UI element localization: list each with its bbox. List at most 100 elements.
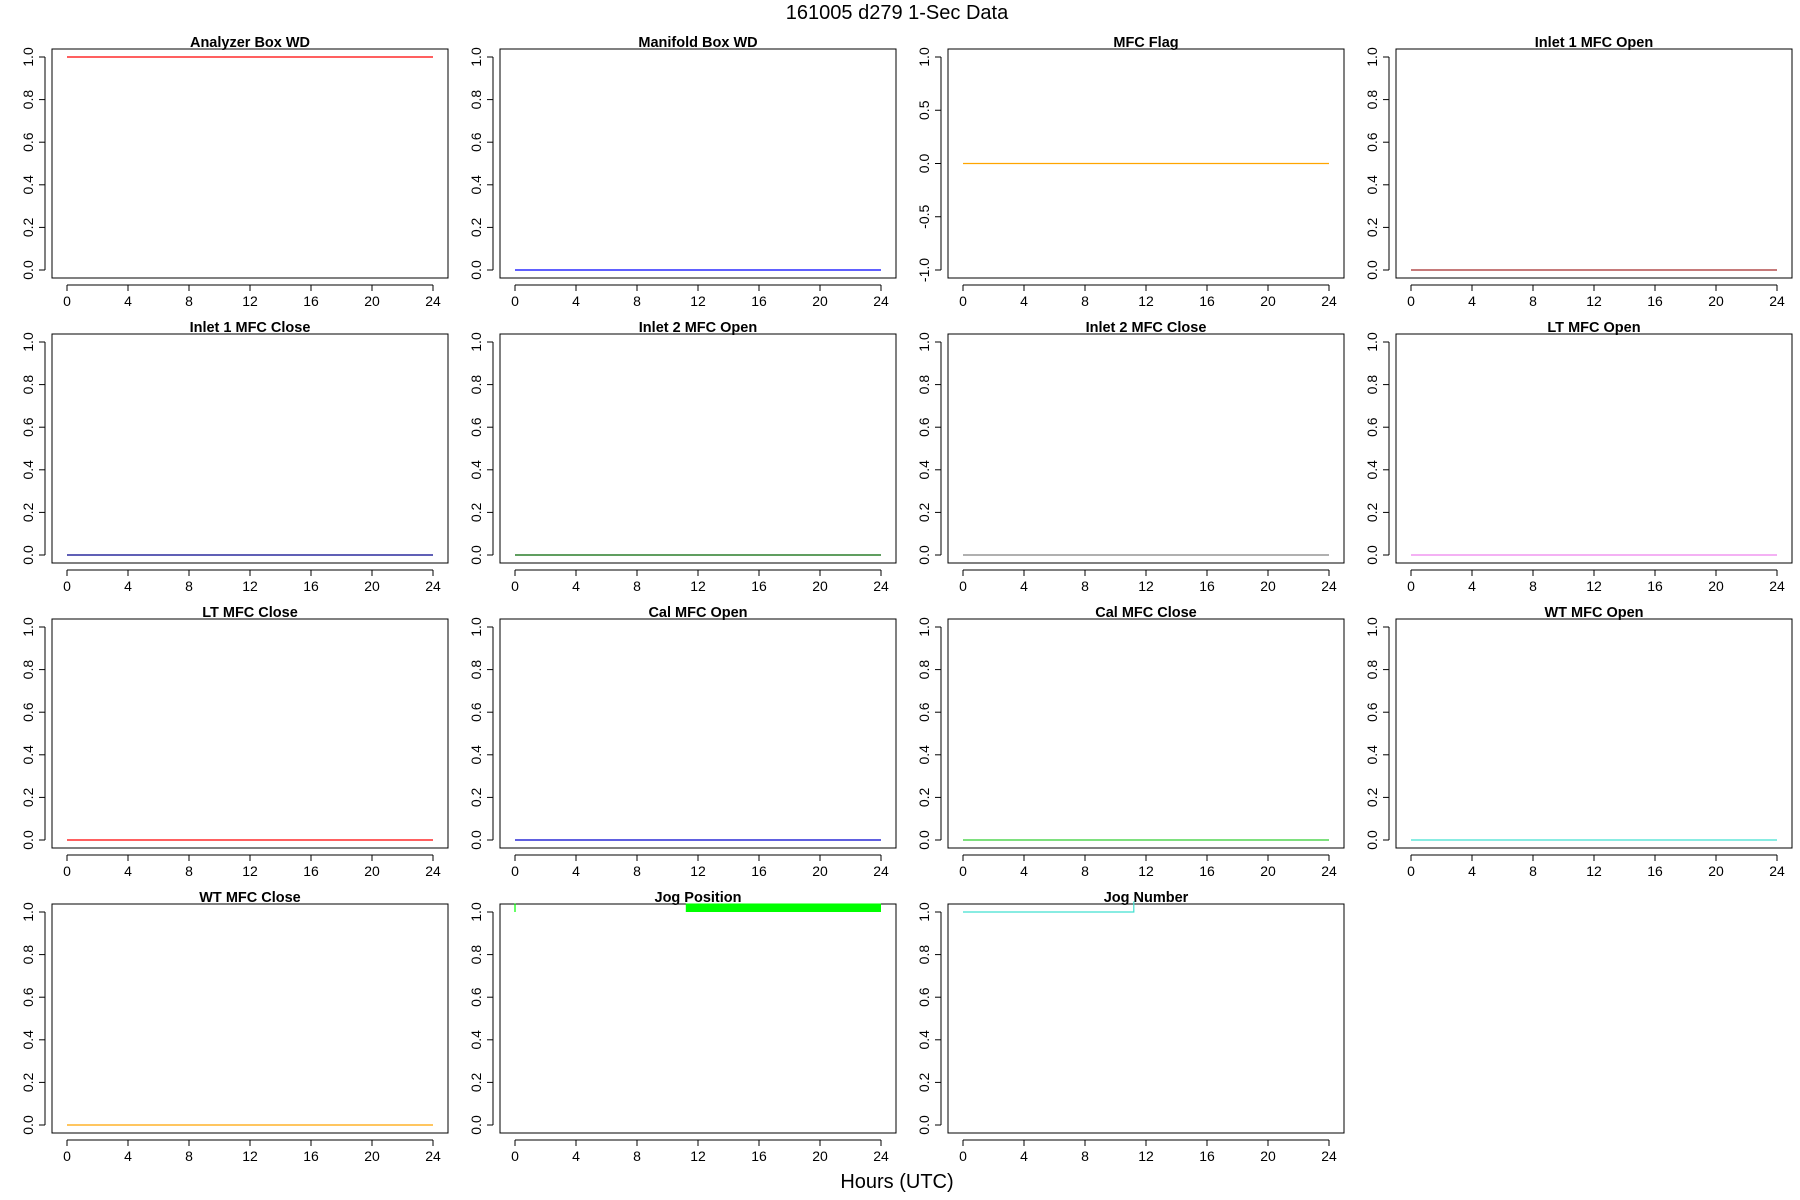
y-tick-label: 0.6 [468,132,484,152]
panel: Jog Position 0 4 8 12 16 20 24 0.0 0.2 0.4 0.6 0.8 1.… [468,890,897,1164]
x-tick-label: 0 [959,863,967,879]
y-tick-label: 0.8 [1364,375,1380,395]
x-tick-label: 20 [1260,578,1276,594]
plot-frame [499,903,897,1134]
x-tick-label: 0 [959,1148,967,1164]
x-tick-label: 8 [1529,578,1537,594]
plot-frame [1395,618,1793,849]
plot-frame [947,903,1345,1134]
y-tick-label: 0.6 [1364,132,1380,152]
y-tick-label: 1.0 [916,47,932,67]
x-tick-label: 16 [751,578,767,594]
y-tick-label: 0.8 [916,375,932,395]
y-tick-label: 0.2 [916,502,932,522]
y-tick-label: 0.0 [468,1115,484,1135]
y-tick-label: 0.4 [20,460,36,480]
y-tick-label: 1.0 [468,617,484,637]
y-tick-label: 0.0 [468,260,484,280]
panel-title: LT MFC Close [202,605,298,621]
x-tick-label: 20 [812,863,828,879]
x-tick-label: 24 [1321,1148,1337,1164]
y-tick-label: 0.0 [916,1115,932,1135]
y-tick-label: 0.6 [20,132,36,152]
x-tick-label: 20 [1260,863,1276,879]
y-tick-label: 0.8 [20,660,36,680]
x-tick-label: 8 [185,863,193,879]
y-tick-label: 0.6 [1364,702,1380,722]
x-tick-label: 24 [873,863,889,879]
x-tick-label: 16 [1199,1148,1215,1164]
y-tick-label: 0.8 [20,90,36,110]
x-tick-label: 24 [873,1148,889,1164]
x-tick-label: 8 [1081,863,1089,879]
y-tick-label: 1.0 [916,332,932,352]
y-tick-label: 0.8 [468,660,484,680]
panel: Inlet 1 MFC Open 0 4 8 12 16 20 24 0.0 0.2 0.4 0.6 0… [1364,35,1793,309]
y-tick-label: 0.4 [468,745,484,765]
x-tick-label: 24 [873,293,889,309]
y-tick-label: 0.6 [20,417,36,437]
x-tick-label: 12 [690,863,706,879]
x-tick-label: 4 [124,863,132,879]
panel: WT MFC Close 0 4 8 12 16 20 24 0.0 0.2 0.4 0.6 0.8 1.… [20,890,449,1164]
x-tick-label: 20 [812,1148,828,1164]
y-tick-label: 1.0 [1364,47,1380,67]
y-tick-label: 0.2 [1364,787,1380,807]
x-tick-label: 24 [425,578,441,594]
x-tick-label: 4 [1020,863,1028,879]
x-tick-label: 12 [1586,578,1602,594]
x-tick-label: 16 [1647,578,1663,594]
panel-title: MFC Flag [1113,35,1178,51]
panel-title: Inlet 1 MFC Close [190,320,311,336]
data-band [685,903,881,912]
panel: Cal MFC Close 0 4 8 12 16 20 24 0.0 0.2 0.4 0.6 0.8 1… [916,605,1345,879]
y-tick-label: 1.0 [20,902,36,922]
x-tick-label: 0 [63,1148,71,1164]
x-tick-label: 16 [303,293,319,309]
x-tick-label: 24 [1321,863,1337,879]
plot-frame [499,618,897,849]
y-tick-label: 1.0 [20,47,36,67]
x-tick-label: 20 [812,578,828,594]
x-tick-label: 16 [1199,863,1215,879]
plot-frame [51,48,449,279]
y-tick-label: 0.6 [468,417,484,437]
y-tick-label: 0.2 [20,1072,36,1092]
y-tick-label: -0.5 [916,204,932,228]
y-tick-label: 0.6 [916,702,932,722]
x-tick-label: 20 [812,293,828,309]
x-tick-label: 4 [1020,293,1028,309]
y-tick-label: 0.6 [468,987,484,1007]
y-tick-label: 0.4 [1364,175,1380,195]
y-tick-label: 0.2 [468,787,484,807]
y-tick-label: 0.0 [468,545,484,565]
panel-title: LT MFC Open [1547,320,1640,336]
y-tick-label: 0.8 [468,90,484,110]
y-tick-label: 0.0 [1364,260,1380,280]
y-tick-label: 0.0 [1364,830,1380,850]
x-tick-label: 8 [1081,293,1089,309]
panel-title: WT MFC Open [1544,605,1643,621]
panel: Cal MFC Open 0 4 8 12 16 20 24 0.0 0.2 0.4 0.6 0.8 1.… [468,605,897,879]
x-tick-label: 24 [1769,578,1785,594]
x-tick-label: 20 [364,863,380,879]
x-tick-label: 12 [690,293,706,309]
x-tick-label: 16 [1647,863,1663,879]
x-tick-label: 16 [1199,293,1215,309]
y-tick-label: 0.6 [1364,417,1380,437]
y-tick-label: 0.8 [468,945,484,965]
x-tick-label: 24 [873,578,889,594]
x-tick-label: 20 [1708,578,1724,594]
y-tick-label: 0.0 [20,545,36,565]
y-tick-label: 0.2 [20,787,36,807]
y-tick-label: 0.4 [916,745,932,765]
x-tick-label: 16 [751,293,767,309]
y-tick-label: 0.2 [1364,502,1380,522]
y-tick-label: 1.0 [468,47,484,67]
y-tick-label: 0.6 [916,987,932,1007]
x-tick-label: 4 [124,578,132,594]
x-tick-label: 0 [511,578,519,594]
plot-frame [51,333,449,564]
y-tick-label: 0.0 [1364,545,1380,565]
x-tick-label: 0 [63,293,71,309]
